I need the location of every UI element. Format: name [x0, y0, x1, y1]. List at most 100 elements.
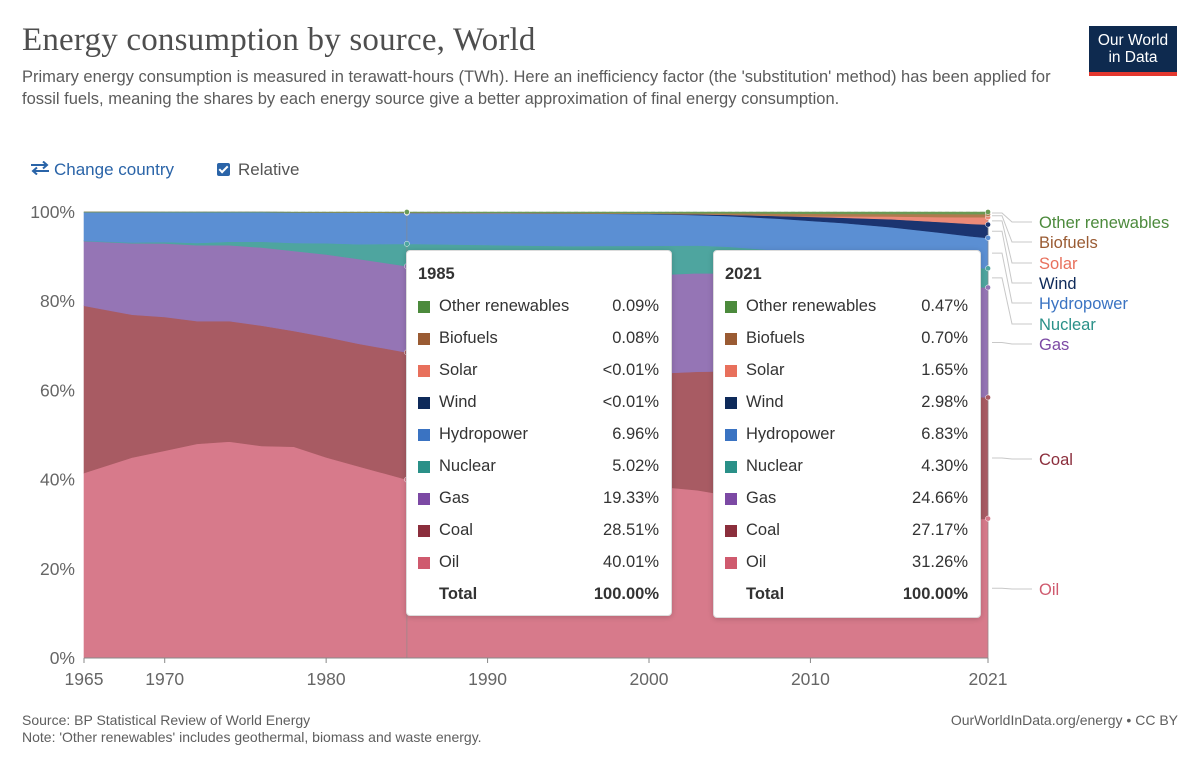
change-country-button[interactable]: Change country — [30, 160, 174, 180]
end-label-hydropower: Hydropower — [1039, 295, 1128, 313]
tooltip-series-name: Oil — [746, 553, 767, 571]
tooltip-series-value: 2.98% — [921, 393, 968, 411]
tooltip-row: Other renewables 0.47% — [725, 297, 968, 317]
hover-point — [985, 394, 991, 401]
logo-accent-bar — [1089, 72, 1177, 76]
legend-swatch — [725, 461, 737, 473]
tooltip-series-value: 0.70% — [921, 329, 968, 347]
leader-line — [992, 230, 1032, 284]
tooltip-series-name: Hydropower — [746, 425, 835, 443]
tooltip-row: Biofuels 0.70% — [725, 329, 968, 349]
hover-point — [985, 221, 991, 228]
hover-point — [985, 209, 991, 215]
tooltip-row: Gas 19.33% — [418, 489, 659, 509]
swap-arrows-icon — [30, 160, 50, 180]
tooltip-series-name: Other renewables — [439, 297, 570, 315]
tooltip-series-value: 0.08% — [612, 329, 659, 347]
chart-title: Energy consumption by source, World — [22, 22, 536, 58]
legend-swatch — [725, 429, 737, 441]
tooltip-series-name: Solar — [746, 361, 785, 379]
leader-line — [992, 215, 1032, 243]
tooltip-series-name: Coal — [439, 521, 473, 539]
tooltip-series-value: 19.33% — [603, 489, 659, 507]
leader-line — [992, 587, 1032, 590]
tooltip-series-name: Coal — [746, 521, 780, 539]
tooltip-series-name: Biofuels — [746, 329, 805, 347]
tooltip-series-name: Nuclear — [439, 457, 496, 475]
tooltip-year: 2021 — [725, 265, 762, 283]
leader-line — [992, 342, 1032, 345]
tooltip-series-value: 27.17% — [912, 521, 968, 539]
tooltip-series-name: Solar — [439, 361, 478, 379]
tooltip-series-name: Gas — [746, 489, 777, 507]
legend-swatch — [418, 333, 430, 345]
tooltip-row: Biofuels 0.08% — [418, 329, 659, 349]
tooltip-series-value: 0.09% — [612, 297, 659, 315]
leader-line — [992, 220, 1032, 264]
relative-label: Relative — [238, 160, 300, 179]
tooltip-total-value: 100.00% — [593, 585, 659, 603]
owid-logo[interactable]: Our World in Data — [1089, 26, 1177, 76]
end-label-coal: Coal — [1039, 451, 1073, 469]
y-tick-label: 60% — [40, 380, 75, 400]
credit-link[interactable]: OurWorldInData.org/energy • CC BY — [950, 712, 1178, 728]
note-text: Note: 'Other renewables' includes geothe… — [22, 729, 482, 745]
tooltip-row: Nuclear 5.02% — [418, 457, 659, 477]
tooltip-row: Solar 1.65% — [725, 361, 968, 381]
x-tick-label: 2000 — [630, 669, 669, 689]
leader-line — [992, 277, 1032, 325]
checkbox-checked-icon[interactable] — [217, 163, 230, 176]
tooltip-series-value: 28.51% — [603, 521, 659, 539]
legend-swatch — [725, 365, 737, 377]
tooltip-total-row: Total 100.00% — [725, 585, 968, 605]
chart-subtitle: Primary energy consumption is measured i… — [22, 68, 1051, 108]
x-tick-label: 1970 — [145, 669, 184, 689]
hover-point — [985, 284, 991, 291]
x-tick-label: 1990 — [468, 669, 507, 689]
hover-point — [404, 209, 410, 215]
tooltip-series-value: <0.01% — [602, 393, 659, 411]
tooltip-total-row: Total 100.00% — [418, 585, 659, 605]
tooltip-row: Gas 24.66% — [725, 489, 968, 509]
tooltip-1985: 1985 Other renewables 0.09% Biofuels 0.08% So… — [406, 250, 672, 616]
footer-notes: Source: BP Statistical Review of World E… — [22, 712, 482, 746]
legend-swatch — [418, 301, 430, 313]
hover-point — [985, 265, 991, 272]
relative-toggle[interactable]: Relative — [217, 160, 299, 180]
tooltip-series-value: 24.66% — [912, 489, 968, 507]
y-tick-label: 40% — [40, 470, 75, 490]
tooltip-series-name: Gas — [439, 489, 470, 507]
tooltip-row: Wind 2.98% — [725, 393, 968, 413]
tooltip-series-name: Other renewables — [746, 297, 877, 315]
legend-swatch — [725, 557, 737, 569]
tooltip-row: Coal 28.51% — [418, 521, 659, 541]
tooltip-series-value: 31.26% — [912, 553, 968, 571]
tooltip-series-name: Wind — [439, 393, 477, 411]
source-text: Source: BP Statistical Review of World E… — [22, 712, 311, 728]
tooltip-total-value: 100.00% — [902, 585, 968, 603]
x-tick-label: 2010 — [791, 669, 830, 689]
y-tick-label: 20% — [40, 559, 75, 579]
tooltip-series-value: 0.47% — [921, 297, 968, 315]
change-country-label: Change country — [54, 160, 175, 179]
hover-point — [985, 515, 991, 522]
x-tick-label: 1980 — [307, 669, 346, 689]
tooltip-series-name: Oil — [439, 553, 460, 571]
end-label-oil: Oil — [1039, 581, 1059, 599]
end-label-wind: Wind — [1039, 275, 1077, 293]
tooltip-2021: 2021 Other renewables 0.47% Biofuels 0.70% So… — [713, 250, 981, 618]
end-label-gas: Gas — [1039, 336, 1069, 354]
x-tick-label: 1965 — [65, 669, 104, 689]
legend-swatch — [725, 525, 737, 537]
leader-line — [992, 457, 1032, 460]
leader-line — [992, 252, 1032, 304]
tooltip-series-name: Nuclear — [746, 457, 803, 475]
tooltip-row: Solar <0.01% — [418, 361, 659, 381]
tooltip-row: Other renewables 0.09% — [418, 297, 659, 317]
tooltip-row: Hydropower 6.96% — [418, 425, 659, 445]
legend-swatch — [418, 525, 430, 537]
tooltip-series-value: 1.65% — [921, 361, 968, 379]
hover-point — [404, 240, 410, 247]
tooltip-series-value: 6.96% — [612, 425, 659, 443]
legend-swatch — [418, 557, 430, 569]
